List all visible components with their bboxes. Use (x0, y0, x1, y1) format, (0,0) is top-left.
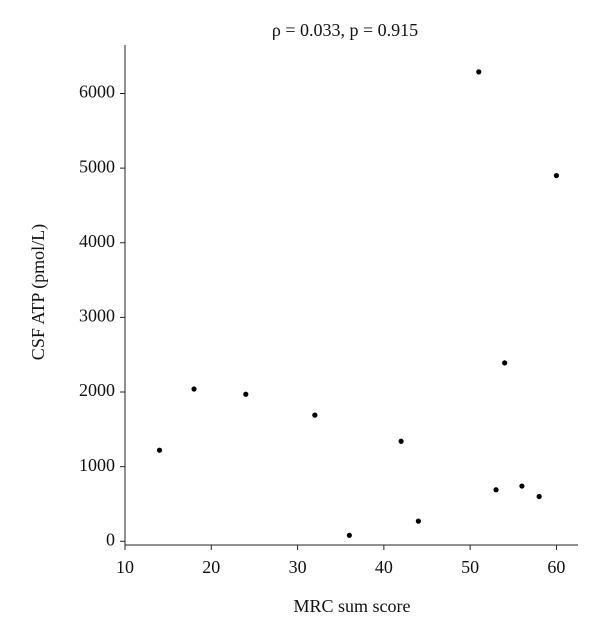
x-tick-label: 30 (289, 557, 307, 577)
x-tick-label: 10 (116, 557, 134, 577)
point (191, 386, 197, 392)
y-tick-label: 5000 (79, 156, 115, 176)
chart-title: ρ = 0.033, p = 0.915 (272, 20, 418, 40)
y-tick-label: 1000 (79, 455, 115, 475)
y-tick-label: 3000 (79, 306, 115, 326)
point (536, 493, 542, 500)
point (519, 483, 525, 489)
x-tick-label: 50 (461, 557, 479, 577)
point (553, 172, 560, 179)
x-tick-label: 60 (547, 557, 565, 577)
y-tick-label: 2000 (79, 380, 115, 400)
point (156, 447, 163, 453)
point (346, 532, 352, 538)
y-axis-label: CSF ATP (pmol/L) (28, 224, 49, 360)
x-axis-label: MRC sum score (294, 596, 411, 616)
point (398, 438, 404, 444)
x-tick-label: 40 (375, 557, 393, 577)
point (476, 69, 482, 75)
y-tick-label: 4000 (79, 231, 115, 251)
point (493, 487, 499, 493)
point (502, 360, 508, 366)
y-tick-label: 6000 (79, 82, 115, 102)
point (243, 391, 249, 397)
x-tick-label: 20 (202, 557, 220, 577)
point (415, 518, 421, 524)
point (312, 412, 318, 418)
y-tick-label: 0 (106, 529, 115, 549)
